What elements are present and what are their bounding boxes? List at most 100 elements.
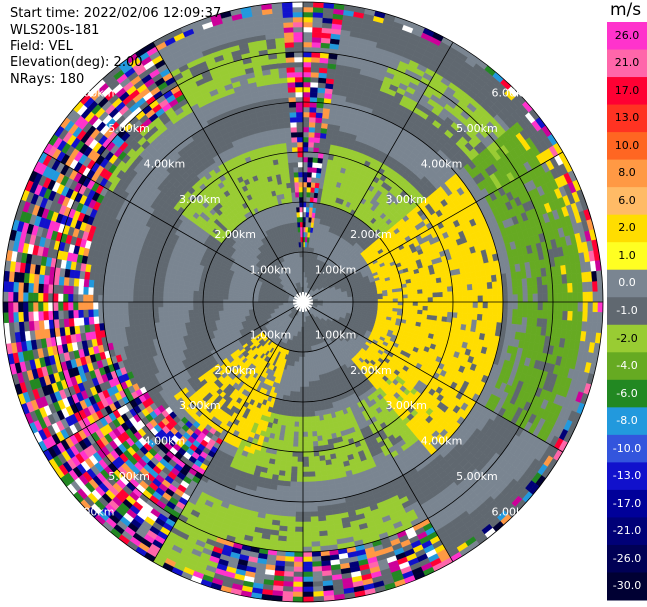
velocity-cell — [317, 82, 327, 89]
velocity-cell — [362, 297, 369, 301]
velocity-cell — [313, 137, 321, 144]
velocity-cell — [447, 301, 454, 308]
velocity-cell — [397, 298, 404, 303]
velocity-cell — [302, 216, 307, 223]
velocity-cell — [472, 295, 479, 303]
velocity-cell — [307, 166, 313, 173]
velocity-cell — [441, 281, 448, 288]
velocity-cell — [507, 294, 514, 303]
velocity-cell — [477, 295, 484, 303]
velocity-cell — [302, 76, 312, 83]
velocity-cell — [397, 305, 404, 310]
velocity-cell — [476, 313, 483, 322]
velocity-cell — [302, 31, 313, 38]
velocity-cell — [522, 286, 529, 295]
velocity-cell — [309, 96, 318, 103]
velocity-cell — [302, 196, 307, 203]
velocity-cell — [467, 307, 474, 315]
velocity-cell — [412, 297, 419, 303]
velocity-cell — [308, 121, 316, 128]
velocity-cell — [310, 86, 319, 93]
velocity-cell — [557, 301, 564, 312]
velocity-cell — [482, 308, 489, 316]
velocity-cell — [552, 301, 559, 312]
velocity-cell — [562, 301, 569, 312]
velocity-cell — [517, 301, 524, 310]
velocity-cell — [302, 136, 309, 143]
velocity-cell — [482, 295, 489, 303]
velocity-cell — [310, 187, 316, 193]
velocity-cell — [531, 277, 538, 287]
velocity-cell — [416, 285, 423, 291]
velocity-cell — [537, 285, 544, 295]
velocity-cell — [311, 167, 318, 173]
velocity-cell — [572, 301, 579, 312]
velocity-cell — [492, 294, 499, 303]
velocity-cell — [302, 66, 312, 73]
velocity-cell — [441, 316, 448, 323]
velocity-cell — [302, 1, 314, 8]
velocity-cell — [512, 286, 519, 295]
velocity-cell — [487, 295, 494, 303]
velocity-cell — [572, 282, 579, 293]
velocity-cell — [302, 101, 311, 108]
velocity-cell — [587, 311, 594, 323]
velocity-cell — [456, 285, 463, 292]
velocity-cell — [306, 176, 312, 183]
velocity-cell — [302, 166, 308, 173]
velocity-cell — [447, 306, 454, 313]
velocity-cell — [302, 121, 310, 128]
velocity-cell — [302, 181, 308, 188]
velocity-cell — [562, 283, 569, 294]
velocity-cell — [502, 287, 509, 296]
velocity-cell — [471, 277, 478, 285]
velocity-cell — [492, 288, 499, 296]
velocity-cell — [506, 279, 513, 288]
velocity-cell — [397, 301, 404, 306]
velocity-cell — [436, 282, 443, 289]
velocity-cell — [387, 298, 394, 303]
velocity-cell — [312, 31, 323, 38]
velocity-cell — [314, 122, 323, 129]
velocity-cell — [392, 301, 399, 306]
velocity-cell — [592, 291, 599, 303]
velocity-cell — [502, 294, 509, 303]
velocity-cell — [541, 318, 548, 328]
velocity-cell — [372, 296, 379, 300]
velocity-cell — [302, 41, 313, 48]
velocity-cell — [402, 290, 408, 296]
velocity-cell — [302, 91, 311, 98]
velocity-cell — [537, 293, 544, 303]
velocity-cell — [466, 278, 473, 285]
velocity-cell — [497, 287, 504, 296]
velocity-cell — [592, 281, 599, 293]
velocity-cell — [387, 295, 394, 300]
velocity-cell — [392, 291, 398, 296]
velocity-cell — [309, 101, 318, 108]
velocity-cell — [422, 310, 428, 316]
velocity-cell — [467, 289, 474, 297]
velocity-cell — [392, 304, 399, 309]
velocity-cell — [422, 293, 429, 299]
velocity-cell — [317, 87, 326, 94]
velocity-cell — [302, 96, 311, 103]
velocity-cell — [406, 286, 413, 292]
velocity-cell — [477, 301, 484, 309]
velocity-cell — [487, 288, 494, 296]
velocity-cell — [311, 36, 322, 43]
velocity-cell — [312, 21, 323, 28]
velocity-cell — [526, 317, 533, 327]
velocity-cell — [412, 301, 419, 307]
velocity-cell — [437, 306, 444, 312]
velocity-cell — [302, 86, 311, 93]
velocity-cell — [521, 278, 528, 287]
velocity-cell — [302, 71, 312, 78]
velocity-cell — [412, 305, 419, 311]
velocity-cell — [482, 301, 489, 309]
velocity-cell — [422, 305, 429, 311]
velocity-cell — [302, 221, 306, 228]
velocity-cell — [309, 91, 318, 98]
velocity-cell — [382, 301, 389, 306]
velocity-cell — [577, 311, 584, 322]
